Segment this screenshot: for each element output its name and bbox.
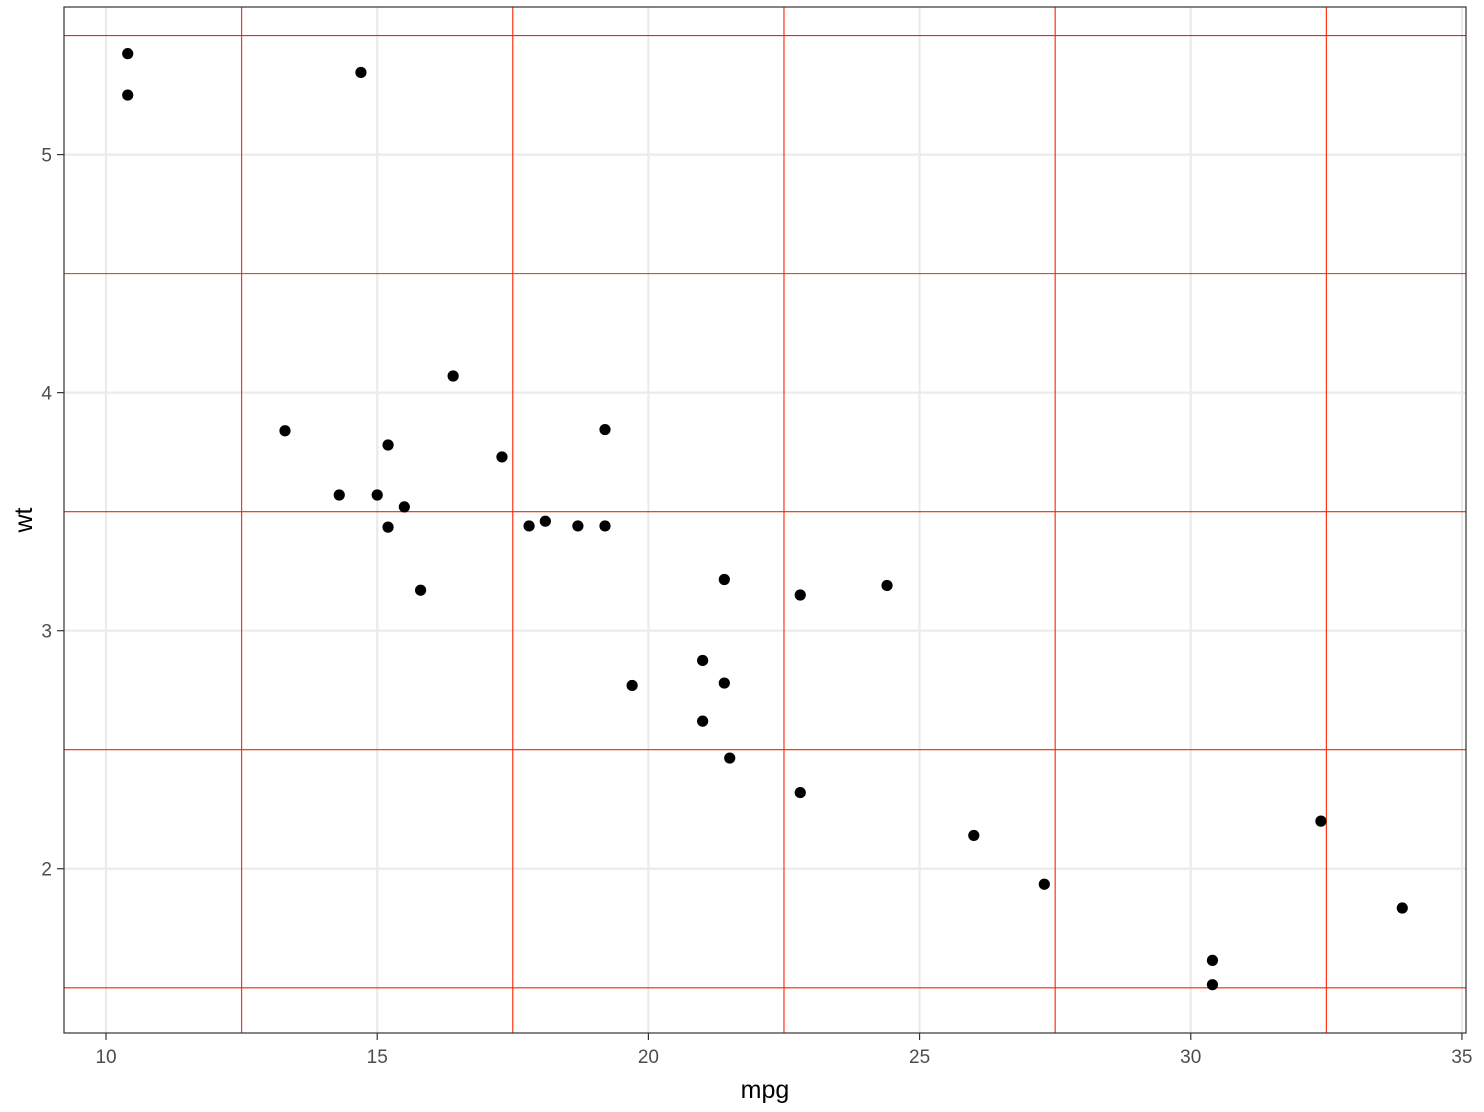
x-tick-label: 20 <box>638 1047 659 1068</box>
data-points <box>122 48 1408 991</box>
x-tick-label: 35 <box>1451 1047 1472 1068</box>
y-axis: 2 3 4 5 <box>41 146 64 881</box>
data-point <box>697 654 709 667</box>
data-point <box>447 370 459 382</box>
data-point <box>794 786 806 799</box>
data-point <box>1315 815 1327 827</box>
data-point <box>599 520 611 532</box>
data-point <box>382 439 394 451</box>
x-tick-label: 15 <box>367 1047 388 1068</box>
data-point <box>697 715 709 727</box>
data-point <box>382 521 394 533</box>
data-point <box>1206 954 1219 966</box>
data-point <box>572 520 584 532</box>
data-point <box>599 423 611 436</box>
x-tick-label: 30 <box>1180 1047 1201 1068</box>
data-point <box>724 752 736 764</box>
data-point <box>1206 979 1219 991</box>
data-point <box>355 66 367 79</box>
data-point <box>122 48 134 60</box>
data-point <box>881 579 893 592</box>
data-point <box>1396 902 1408 914</box>
y-tick-label: 2 <box>41 860 52 881</box>
panel-border <box>63 6 1467 1034</box>
x-tick-label: 10 <box>95 1047 116 1068</box>
data-point <box>718 573 730 586</box>
data-point <box>496 451 508 463</box>
x-axis: 10 15 20 25 30 35 <box>95 1033 1473 1068</box>
minor-gridlines <box>64 7 1466 1033</box>
data-point <box>626 679 638 692</box>
data-point <box>398 501 410 513</box>
data-point <box>371 489 383 501</box>
y-tick-label: 4 <box>41 384 52 405</box>
data-point <box>279 425 291 437</box>
x-axis-title: mpg <box>741 1076 790 1104</box>
data-point <box>794 589 806 601</box>
data-point <box>333 489 345 501</box>
y-tick-label: 3 <box>41 622 52 643</box>
data-point <box>122 89 134 101</box>
y-axis-title: wt <box>10 507 38 533</box>
y-tick-label: 5 <box>41 146 52 167</box>
data-point <box>539 515 551 527</box>
data-point <box>968 829 980 842</box>
data-point <box>1038 878 1050 890</box>
major-gridlines <box>64 7 1466 1033</box>
data-point <box>415 584 427 596</box>
data-point <box>718 677 730 689</box>
x-tick-label: 25 <box>909 1047 930 1068</box>
data-point <box>523 520 535 532</box>
